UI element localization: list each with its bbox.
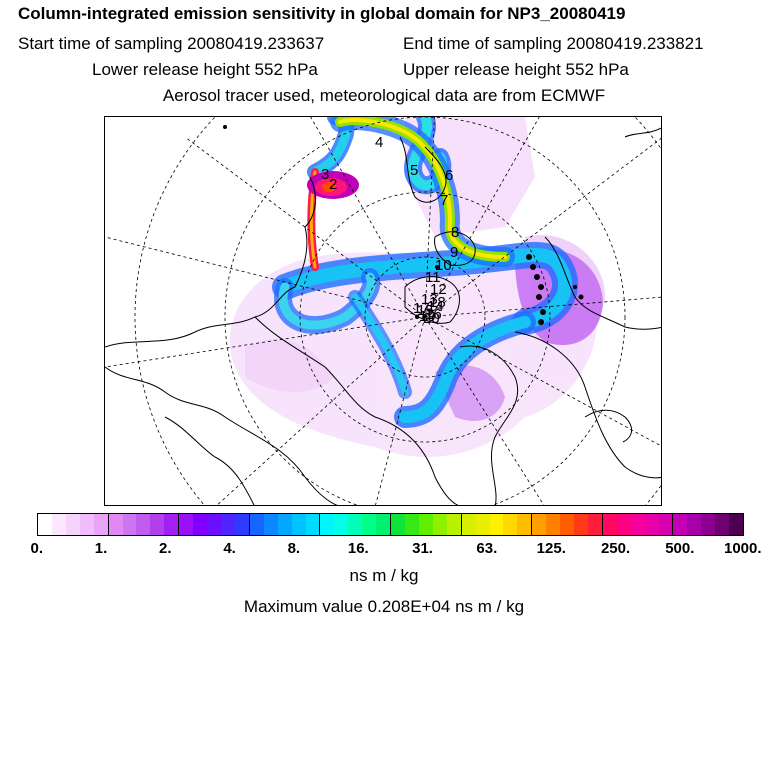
colorbar-segment: [65, 514, 80, 535]
colorbar-segment: [601, 514, 617, 535]
day-label-20: 20: [423, 310, 440, 327]
map-canvas: 2 3 4 5 6 7 8 9 10 11 12 13 14 15 16 17 …: [105, 117, 661, 505]
colorbar-segment: [644, 514, 659, 535]
colorbar-segment: [687, 514, 702, 535]
colorbar-tick-label: 63.: [476, 540, 498, 557]
colorbar-segment: [291, 514, 306, 535]
colorbar-segment: [560, 514, 575, 535]
colorbar-tick-label: 4.: [223, 540, 236, 557]
colorbar-segment: [150, 514, 165, 535]
trajectory-clusters: [223, 125, 584, 325]
end-time: End time of sampling 20080419.233821: [403, 34, 704, 53]
colorbar-segment: [701, 514, 716, 535]
colorbar-segment: [122, 514, 137, 535]
colorbar-tick-label: 8.: [287, 540, 301, 557]
day-label-5: 5: [410, 162, 418, 179]
colorbar-tick-label: 16.: [347, 540, 369, 557]
colorbar-segment: [362, 514, 377, 535]
day-label-18: 18: [429, 294, 446, 311]
colorbar-segment: [220, 514, 235, 535]
maximum-value: Maximum value 0.208E+04 ns m / kg: [243, 597, 525, 616]
day-label-17: 17: [413, 300, 430, 317]
day-label-13: 13: [421, 291, 438, 308]
colorbar-segment: [164, 514, 179, 535]
colorbar-segment: [531, 514, 547, 535]
coastlines: [105, 127, 661, 505]
colorbar-segment: [630, 514, 645, 535]
colorbar: [37, 513, 744, 536]
day-label-4: 4: [375, 134, 383, 151]
day-label-6: 6: [445, 167, 453, 184]
colorbar-segment: [334, 514, 349, 535]
colorbar-segment: [234, 514, 249, 535]
colorbar-tick-label: 500.: [665, 540, 695, 557]
colorbar-tick-label: 125.: [536, 540, 566, 557]
colorbar-segment: [376, 514, 391, 535]
colorbar-segment: [390, 514, 405, 535]
day-label-3: 3: [321, 166, 329, 183]
colorbar-segment: [348, 514, 363, 535]
emission-sensitivity-map: 2 3 4 5 6 7 8 9 10 11 12 13 14 15 16 17 …: [104, 116, 662, 506]
colorbar-segment: [503, 514, 518, 535]
colorbar-segment: [418, 514, 433, 535]
lower-release-height: Lower release height 552 hPa: [92, 60, 318, 79]
colorbar-segment: [93, 514, 108, 535]
colorbar-segment: [616, 514, 631, 535]
day-label-15: 15: [417, 302, 434, 319]
colorbar-segment: [193, 514, 208, 535]
colorbar-segment: [277, 514, 292, 535]
colorbar-tick-label: 2.: [159, 540, 172, 557]
max-sensitivity-spot: [307, 171, 359, 199]
day-label-14: 14: [427, 298, 444, 315]
colorbar-segment: [729, 514, 744, 535]
colorbar-segment: [574, 514, 588, 535]
day-label-10: 10: [435, 257, 452, 274]
colorbar-segment: [460, 514, 476, 535]
colorbar-units: ns m / kg: [349, 566, 419, 585]
colorbar-segment: [107, 514, 123, 535]
day-label-19: 19: [419, 308, 436, 325]
colorbar-segment: [51, 514, 66, 535]
colorbar-segment: [658, 514, 673, 535]
colorbar-segment: [319, 514, 335, 535]
colorbar-segment: [178, 514, 194, 535]
colorbar-tick-label: 1000.: [724, 540, 762, 557]
colorbar-segment: [79, 514, 94, 535]
day-label-12: 12: [430, 281, 447, 298]
day-label-7: 7: [440, 192, 448, 209]
graticule: [105, 117, 661, 505]
colorbar-tick-label: 0.: [30, 540, 44, 557]
colorbar-segment: [715, 514, 730, 535]
day-labels: 2 3 4 5 6 7 8 9 10 11 12 13 14 15 16 17 …: [321, 134, 459, 327]
day-label-9: 9: [450, 244, 458, 261]
colorbar-segment: [263, 514, 278, 535]
day-label-16: 16: [425, 306, 442, 323]
colorbar-segment: [587, 514, 602, 535]
colorbar-tick-label: 250.: [600, 540, 631, 557]
colorbar-tick-label: 31.: [412, 540, 433, 557]
colorbar-segment: [489, 514, 504, 535]
colorbar-segment: [136, 514, 151, 535]
colorbar-segment: [517, 514, 532, 535]
colorbar-segment: [404, 514, 419, 535]
colorbar-segment: [672, 514, 688, 535]
colorbar-segment: [546, 514, 561, 535]
colorbar-segment: [432, 514, 447, 535]
colorbar-segment: [475, 514, 490, 535]
colorbar-segment: [248, 514, 264, 535]
colorbar-segment: [207, 514, 221, 535]
tracer-note: Aerosol tracer used, meteorological data…: [162, 86, 606, 105]
colorbar-segment: [446, 514, 461, 535]
plot-title: Column-integrated emission sensitivity i…: [18, 4, 626, 23]
colorbar-segment: [38, 514, 52, 535]
day-label-11: 11: [425, 269, 441, 286]
day-label-8: 8: [451, 224, 459, 241]
day-label-2: 2: [329, 176, 337, 193]
colorbar-segment: [305, 514, 320, 535]
start-time: Start time of sampling 20080419.233637: [18, 34, 325, 53]
upper-release-height: Upper release height 552 hPa: [403, 60, 629, 79]
colorbar-tick-label: 1.: [94, 540, 108, 557]
